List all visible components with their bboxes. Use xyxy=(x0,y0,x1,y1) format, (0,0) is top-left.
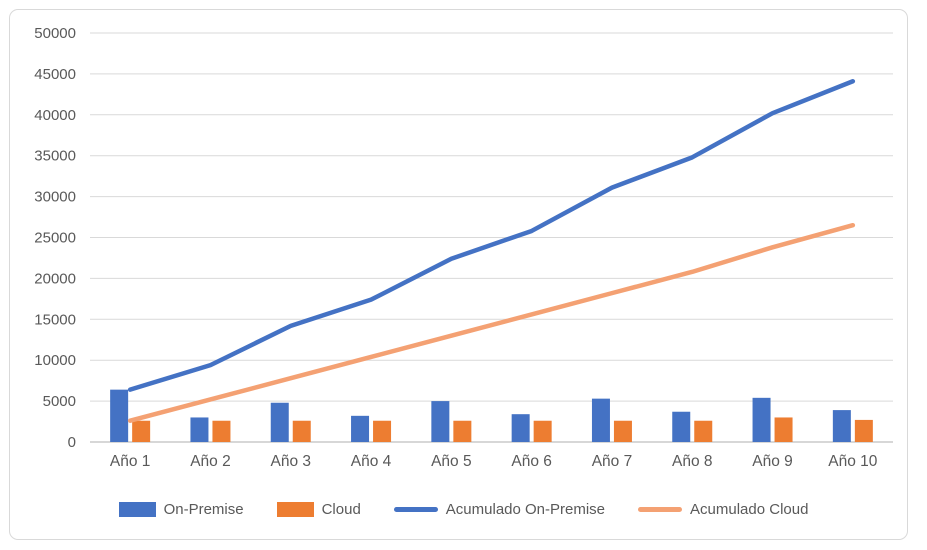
bar-on-premise-3 xyxy=(270,402,289,442)
y-tick-label-25000: 25000 xyxy=(34,230,76,247)
y-tick-label-10000: 10000 xyxy=(34,352,76,369)
legend-item-cloud: Cloud xyxy=(276,501,361,518)
bar-cloud-4 xyxy=(373,420,392,442)
x-category-label: Año 6 xyxy=(511,453,552,470)
chart-area-frame xyxy=(9,9,908,540)
y-tick-label-20000: 20000 xyxy=(34,270,76,287)
bar-cloud-9 xyxy=(774,417,793,442)
bar-cloud-1 xyxy=(132,420,151,442)
y-tick-label-50000: 50000 xyxy=(34,25,76,42)
bar-cloud-10 xyxy=(854,419,873,442)
y-tick-label-15000: 15000 xyxy=(34,311,76,328)
legend-label-acumulado-cloud: Acumulado Cloud xyxy=(690,501,809,518)
x-category-label: Año 8 xyxy=(672,453,713,470)
y-tick-label-0: 0 xyxy=(68,434,76,451)
x-category-label: Año 2 xyxy=(190,453,231,470)
bar-cloud-6 xyxy=(533,420,552,442)
bar-cloud-3 xyxy=(292,420,311,442)
bar-cloud-5 xyxy=(453,420,472,442)
bar-on-premise-9 xyxy=(752,397,771,442)
x-category-label: Año 7 xyxy=(592,453,633,470)
legend-item-on-premise: On-Premise xyxy=(118,501,244,518)
y-tick-label-5000: 5000 xyxy=(43,393,76,410)
line-acumulado-cloud xyxy=(127,222,856,423)
x-category-label: Año 1 xyxy=(110,453,151,470)
y-tick-label-35000: 35000 xyxy=(34,148,76,165)
legend-line-swatch-acumulado-cloud xyxy=(638,507,683,512)
bar-on-premise-5 xyxy=(431,401,450,442)
x-category-label: Año 9 xyxy=(752,453,793,470)
legend-bar-swatch-on-premise xyxy=(118,502,156,517)
legend-item-acumulado-cloud: Acumulado Cloud xyxy=(638,501,808,518)
bar-on-premise-4 xyxy=(351,415,370,442)
chart-legend: On-Premise Cloud Acumulado On-Premise Ac… xyxy=(0,501,927,518)
legend-label-cloud: Cloud xyxy=(321,501,361,518)
bar-on-premise-7 xyxy=(591,398,610,442)
x-category-label: Año 10 xyxy=(828,453,878,470)
bar-cloud-2 xyxy=(212,420,231,442)
bar-on-premise-8 xyxy=(672,411,691,442)
legend-bar-swatch-cloud xyxy=(276,502,314,517)
line-acumulado-on-premise xyxy=(127,79,856,392)
legend-line-swatch-acumulado-on-premise xyxy=(393,507,438,512)
bar-cloud-8 xyxy=(694,420,713,442)
x-category-label: Año 3 xyxy=(270,453,311,470)
bar-cloud-7 xyxy=(613,420,632,442)
bar-on-premise-2 xyxy=(190,417,209,442)
y-tick-label-45000: 45000 xyxy=(34,66,76,83)
legend-item-acumulado-on-premise: Acumulado On-Premise xyxy=(393,501,606,518)
legend-label-on-premise: On-Premise xyxy=(163,501,244,518)
x-category-label: Año 4 xyxy=(351,453,392,470)
y-tick-label-40000: 40000 xyxy=(34,107,76,124)
bar-on-premise-6 xyxy=(511,414,530,442)
x-category-label: Año 5 xyxy=(431,453,472,470)
bar-on-premise-1 xyxy=(110,389,129,442)
bar-on-premise-10 xyxy=(832,410,851,442)
y-tick-label-30000: 30000 xyxy=(34,189,76,206)
legend-label-acumulado-on-premise: Acumulado On-Premise xyxy=(445,501,606,518)
